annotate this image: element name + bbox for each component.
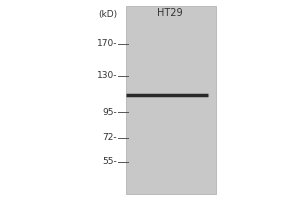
Bar [126, 6, 216, 194]
Text: 55-: 55- [102, 158, 117, 166]
Text: HT29: HT29 [157, 8, 182, 18]
Text: 72-: 72- [102, 134, 117, 142]
Text: 130-: 130- [97, 72, 117, 80]
Text: 95-: 95- [102, 108, 117, 116]
Text: 170-: 170- [97, 40, 117, 48]
Text: (kD): (kD) [98, 9, 117, 19]
